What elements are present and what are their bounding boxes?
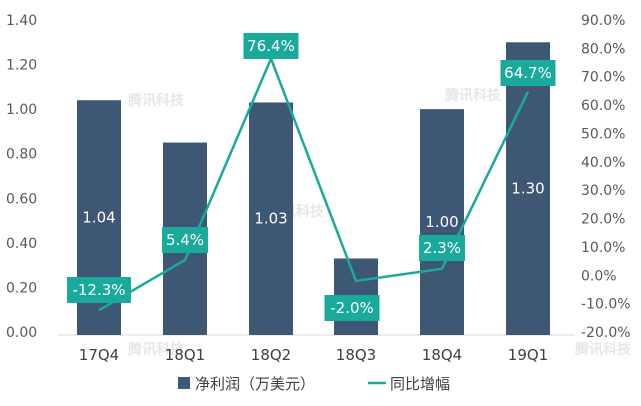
right-axis-tick: 70.0% bbox=[581, 70, 625, 86]
line-value-box bbox=[162, 227, 208, 253]
line-value-box bbox=[419, 235, 465, 261]
left-axis-tick: 1.40 bbox=[6, 13, 37, 29]
category-label: 18Q1 bbox=[165, 346, 205, 364]
category-label: 18Q4 bbox=[422, 346, 462, 364]
legend-label-line: 同比增幅 bbox=[390, 375, 450, 393]
right-axis-tick: 20.0% bbox=[581, 212, 625, 228]
line-value-text: 5.4% bbox=[166, 231, 204, 249]
watermark-text: 腾讯科技 bbox=[128, 341, 185, 358]
line-value-box bbox=[243, 33, 299, 59]
line-value-box bbox=[500, 60, 556, 86]
right-axis-tick: -10.0% bbox=[581, 297, 631, 313]
category-label: 19Q1 bbox=[508, 346, 548, 364]
bar-18Q4 bbox=[420, 109, 464, 336]
right-axis-tick: 10.0% bbox=[581, 240, 625, 256]
line-value-label: 2.3% bbox=[419, 235, 465, 261]
right-axis-tick: 50.0% bbox=[581, 126, 625, 142]
category-label: 17Q4 bbox=[79, 346, 119, 364]
line-value-label: 76.4% bbox=[243, 33, 299, 59]
line-value-text: 76.4% bbox=[247, 37, 295, 55]
line-value-label: -12.3% bbox=[67, 277, 131, 303]
left-axis-tick: 0.40 bbox=[6, 236, 37, 252]
right-axis: -20.0% -10.0% 0.0% 10.0% 20.0% 30.0% 40.0% 50.0… bbox=[581, 13, 631, 341]
category-labels: 17Q4 18Q1 18Q2 18Q3 18Q4 19Q1 bbox=[79, 346, 548, 364]
legend-swatch-bars bbox=[178, 377, 190, 389]
watermark-text: 腾讯科技 bbox=[128, 92, 185, 109]
line-value-label: 5.4% bbox=[162, 227, 208, 253]
bar-value-label: 1.00 bbox=[425, 213, 458, 231]
bar-value-label: 1.04 bbox=[82, 209, 115, 227]
left-axis: 0.00 0.20 0.40 0.60 0.80 1.00 1.20 1.40 bbox=[6, 13, 37, 341]
right-axis-tick: 90.0% bbox=[581, 13, 625, 29]
line-value-box bbox=[324, 295, 380, 321]
left-axis-tick: 0.20 bbox=[6, 280, 37, 296]
category-label: 18Q2 bbox=[251, 346, 291, 364]
legend-label-bars: 净利润（万美元） bbox=[195, 375, 315, 393]
bar-value-label: 1.30 bbox=[511, 180, 544, 198]
legend: 净利润（万美元） 同比增幅 bbox=[178, 375, 450, 393]
left-axis-tick: 0.60 bbox=[6, 191, 37, 207]
bar-18Q2 bbox=[249, 102, 293, 335]
stray-label: 0.33 bbox=[332, 387, 361, 402]
line-value-text: -12.3% bbox=[72, 281, 125, 299]
right-axis-tick: 60.0% bbox=[581, 98, 625, 114]
line-value-label: -2.0% bbox=[324, 295, 380, 321]
right-axis-tick: 80.0% bbox=[581, 41, 625, 57]
line-value-text: 2.3% bbox=[423, 239, 461, 257]
category-label: 18Q3 bbox=[336, 346, 376, 364]
right-axis-tick: -20.0% bbox=[581, 325, 631, 341]
bar-19Q1 bbox=[506, 42, 550, 336]
line-value-label: 64.7% bbox=[500, 60, 556, 86]
right-axis-tick: 30.0% bbox=[581, 183, 625, 199]
bar-series: 1.040.851.031.001.30 bbox=[77, 42, 550, 336]
watermark-text: 腾讯科技 bbox=[575, 341, 632, 358]
left-axis-tick: 1.20 bbox=[6, 58, 37, 74]
bar-value-label: 1.03 bbox=[254, 210, 287, 228]
line-value-text: 64.7% bbox=[504, 64, 552, 82]
right-axis-tick: 40.0% bbox=[581, 155, 625, 171]
line-labels: -12.3% 5.4% 76.4% -2.0% 2.3% 64.7% bbox=[67, 33, 556, 321]
watermark-text: 腾讯科技 bbox=[445, 87, 502, 104]
line-value-text: -2.0% bbox=[330, 299, 374, 317]
left-axis-tick: 0.80 bbox=[6, 147, 37, 163]
left-axis-tick: 0.00 bbox=[6, 325, 37, 341]
left-axis-tick: 1.00 bbox=[6, 102, 37, 118]
right-axis-tick: 0.0% bbox=[581, 268, 617, 284]
line-value-box bbox=[67, 277, 131, 303]
